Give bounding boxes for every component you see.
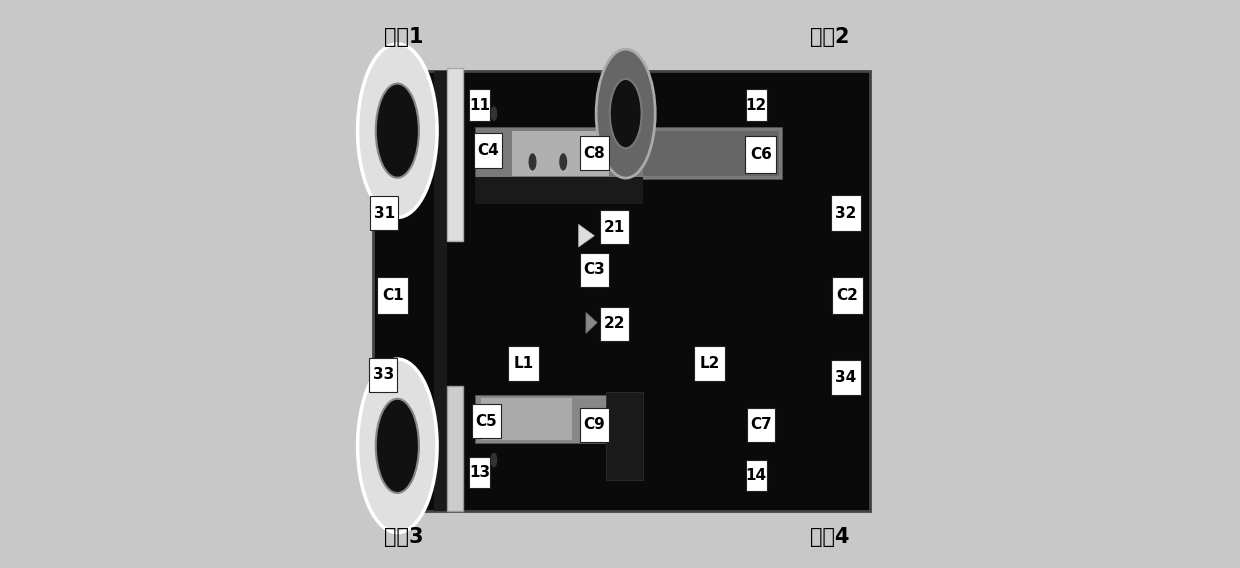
Text: 33: 33 xyxy=(372,367,394,382)
Bar xyxy=(446,386,463,511)
Text: C3: C3 xyxy=(584,262,605,277)
Text: 端口3: 端口3 xyxy=(384,527,424,547)
Bar xyxy=(831,195,861,231)
Bar xyxy=(474,133,502,168)
Text: C5: C5 xyxy=(476,414,497,429)
Text: C6: C6 xyxy=(750,147,771,162)
Bar xyxy=(370,196,398,230)
Ellipse shape xyxy=(559,153,567,170)
Ellipse shape xyxy=(491,106,497,121)
Bar xyxy=(745,136,776,173)
Text: L1: L1 xyxy=(513,356,533,371)
Text: C8: C8 xyxy=(584,146,605,161)
Ellipse shape xyxy=(376,83,419,178)
Bar xyxy=(606,392,642,480)
Text: 34: 34 xyxy=(836,370,857,385)
Bar xyxy=(475,177,642,204)
Text: L2: L2 xyxy=(699,356,720,371)
Bar xyxy=(475,127,782,179)
Bar xyxy=(580,136,609,170)
Ellipse shape xyxy=(491,453,497,467)
Text: 31: 31 xyxy=(373,206,394,220)
Text: C9: C9 xyxy=(584,417,605,432)
Bar xyxy=(831,360,861,395)
Bar xyxy=(580,408,609,442)
Ellipse shape xyxy=(596,49,655,178)
Bar xyxy=(745,89,768,120)
Ellipse shape xyxy=(357,359,438,533)
Bar xyxy=(373,71,870,511)
Ellipse shape xyxy=(357,44,438,218)
Text: C7: C7 xyxy=(750,417,771,432)
Bar xyxy=(446,68,463,241)
Bar xyxy=(370,358,397,392)
Bar xyxy=(746,408,775,442)
Text: 32: 32 xyxy=(836,206,857,220)
Bar xyxy=(832,277,863,314)
Polygon shape xyxy=(587,312,598,333)
Text: 端口2: 端口2 xyxy=(810,27,849,47)
Ellipse shape xyxy=(376,399,419,493)
Ellipse shape xyxy=(610,79,641,148)
Polygon shape xyxy=(579,224,594,247)
Text: 13: 13 xyxy=(469,465,490,480)
Bar xyxy=(642,131,779,176)
Bar xyxy=(472,404,501,438)
Text: 12: 12 xyxy=(745,98,768,112)
Bar xyxy=(600,210,629,244)
Bar xyxy=(580,253,609,287)
Text: 21: 21 xyxy=(604,220,625,235)
Text: 22: 22 xyxy=(604,316,625,331)
Bar xyxy=(481,398,572,440)
Bar xyxy=(475,395,606,443)
Bar xyxy=(469,89,491,120)
Text: C4: C4 xyxy=(477,143,498,158)
Bar xyxy=(469,457,491,488)
Bar xyxy=(512,131,609,176)
Text: 11: 11 xyxy=(469,98,490,112)
Bar xyxy=(694,346,725,381)
Ellipse shape xyxy=(528,153,537,170)
Bar xyxy=(745,460,768,491)
Bar xyxy=(508,346,539,381)
Bar xyxy=(377,277,408,314)
Bar xyxy=(600,307,629,341)
Bar xyxy=(434,71,448,511)
Text: 14: 14 xyxy=(745,468,766,483)
Text: 端口1: 端口1 xyxy=(384,27,424,47)
Text: C2: C2 xyxy=(836,288,858,303)
Text: C1: C1 xyxy=(382,288,403,303)
Text: 端口4: 端口4 xyxy=(810,527,849,547)
